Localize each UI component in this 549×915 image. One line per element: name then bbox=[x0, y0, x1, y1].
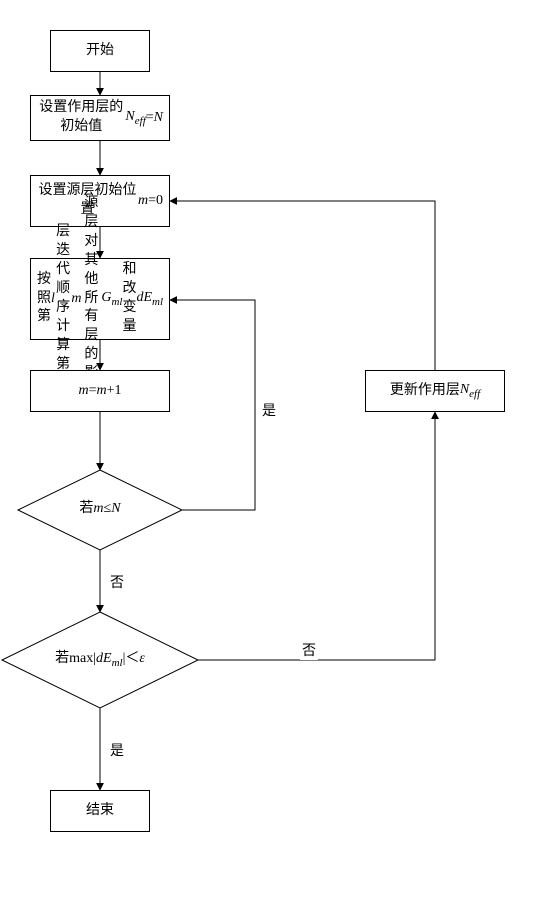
node-decM-label: 若m≤N bbox=[30, 500, 170, 519]
edge-label-decEps-updateN: 否 bbox=[300, 640, 318, 660]
node-end: 结束 bbox=[50, 790, 150, 832]
node-compute: 按照第l层迭代顺序计算第m源层对其他所有层的影响Gml和改变量dEml bbox=[30, 258, 170, 340]
edge-updateN-initM bbox=[170, 201, 435, 370]
edge-decEps-updateN bbox=[198, 412, 435, 660]
node-decEps-label: 若max|dEml|＜ε bbox=[30, 650, 170, 671]
edge-label-decM-decEps: 否 bbox=[108, 572, 126, 592]
edge-label-decM-compute: 是 bbox=[260, 400, 278, 420]
node-updateN: 更新作用层Neff bbox=[365, 370, 505, 412]
node-incM: m=m+1 bbox=[30, 370, 170, 412]
edge-decM-compute bbox=[170, 300, 255, 510]
node-initNeff: 设置作用层的初始值Neff=N bbox=[30, 95, 170, 141]
edge-label-decEps-end: 是 bbox=[108, 740, 126, 760]
node-start: 开始 bbox=[50, 30, 150, 72]
